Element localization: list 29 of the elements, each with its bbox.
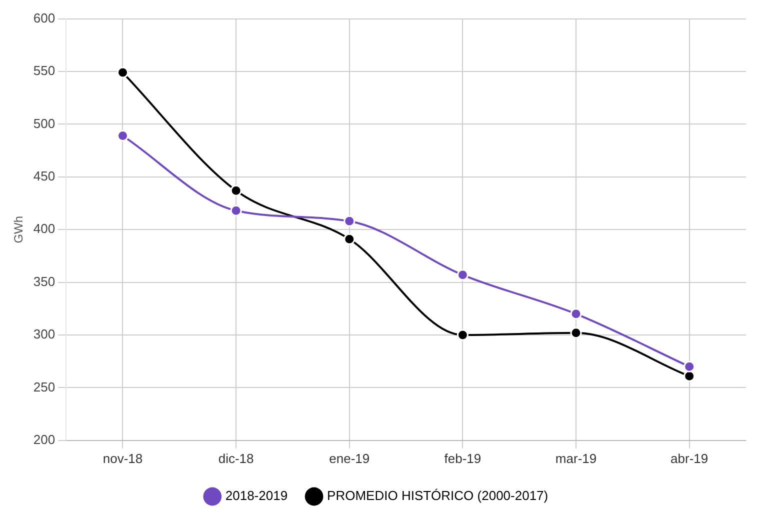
y-tick-label: 200 — [33, 432, 56, 447]
y-tick-label: 250 — [33, 379, 56, 394]
x-tick-label: abr-19 — [670, 450, 708, 466]
y-tick-label: 350 — [33, 274, 56, 289]
y-tick-label: 550 — [33, 63, 56, 78]
y-axis-title: GWh — [12, 216, 26, 244]
y-tick-label: 600 — [33, 10, 56, 26]
point — [684, 360, 696, 372]
legend-label: 2018-2019 — [225, 488, 288, 504]
y-tick-label: 300 — [33, 326, 56, 342]
x-tick-label: dic-18 — [218, 450, 254, 466]
point — [344, 215, 356, 227]
x-tick-label: nov-18 — [102, 450, 143, 466]
y-tick-label: 450 — [33, 168, 56, 184]
x-tick-label: mar-19 — [555, 450, 597, 466]
x-tick-label: feb-19 — [444, 450, 482, 466]
point — [344, 233, 356, 245]
point — [456, 269, 468, 281]
point — [570, 308, 582, 320]
y-tick-label: 400 — [33, 221, 56, 236]
y-tick-label: 500 — [33, 116, 56, 131]
point — [230, 204, 242, 216]
point — [570, 327, 582, 339]
x-tick-label: ene-19 — [329, 450, 370, 466]
point — [117, 66, 128, 78]
point — [117, 130, 128, 142]
point — [230, 184, 242, 196]
point — [456, 329, 468, 341]
legend-label: PROMEDIO HISTÓRICO (2000-2017) — [327, 488, 548, 504]
